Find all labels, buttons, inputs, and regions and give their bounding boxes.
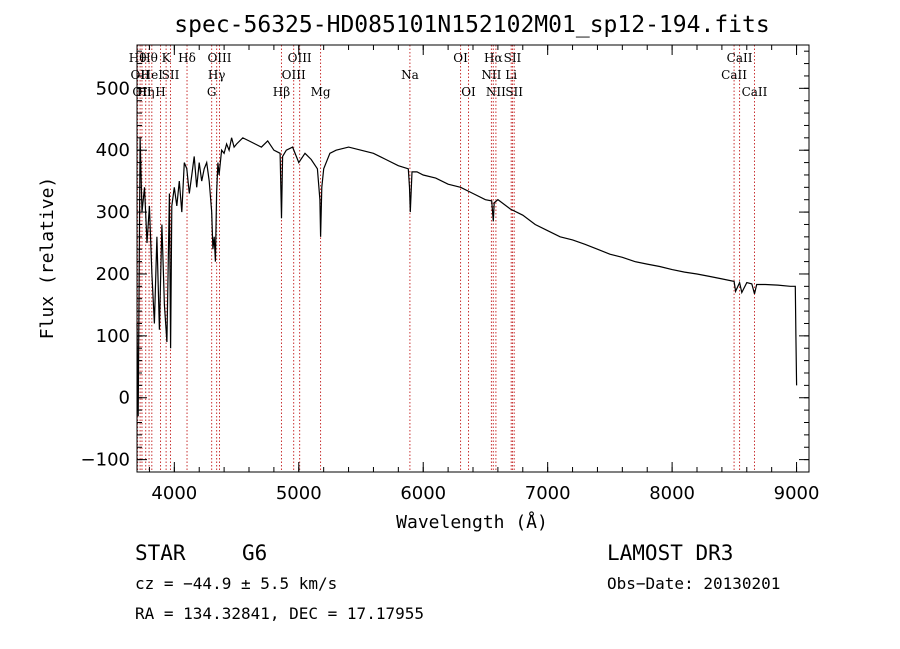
spectral-line-label: Hα — [484, 51, 503, 65]
spectral-line-label: Hη — [137, 85, 155, 99]
spectral-line-label: NII — [486, 85, 506, 99]
y-tick-label: −100 — [81, 450, 130, 471]
y-tick-labels: −100 0 100 200 300 400 500 — [81, 78, 130, 470]
y-tick-label: 300 — [96, 202, 130, 223]
spectral-line-label: CaII — [727, 51, 753, 65]
spectral-line-label: OIII — [207, 51, 231, 65]
axes-frame — [136, 44, 810, 473]
y-tick-label: 0 — [119, 388, 130, 409]
spectrum-series — [136, 137, 798, 417]
chart-title: spec-56325-HD085101N152102M01_sp12-194.f… — [174, 12, 769, 38]
spectral-line-label: CaII — [721, 68, 747, 82]
spectral-line-label: SII — [505, 85, 523, 99]
spectral-line-label: HeI — [141, 68, 164, 82]
spectral-line-label: Mg — [311, 85, 331, 99]
spectral-line-label: SII — [504, 51, 522, 65]
spectral-line-label: Hβ — [273, 85, 290, 99]
x-tick-label: 6000 — [400, 483, 446, 504]
spectral-line-label: Hθ — [129, 51, 147, 65]
x-tick-label: 8000 — [649, 483, 695, 504]
spectrum-line — [136, 137, 798, 417]
redshift-readout: cz = −44.9 ± 5.5 km/s — [135, 574, 338, 593]
spectral-line-label: SII — [162, 68, 180, 82]
y-axis-title: Flux (relative) — [37, 177, 58, 340]
spectral-line-label: OIII — [282, 68, 306, 82]
y-tick-label: 100 — [96, 326, 130, 347]
spectral-line-label: OII — [130, 68, 150, 82]
spectral-subclass: G6 — [242, 541, 268, 565]
coordinates: RA = 134.32841, DEC = 17.17955 — [135, 604, 424, 623]
spectral-line-label: Na — [401, 68, 419, 82]
x-tick-label: 4000 — [151, 483, 197, 504]
y-tick-label: 400 — [96, 140, 130, 161]
spectral-line-labels: HθOIIOIIHηHθHeIHKSIIHδGHγOIIIHβOIIIOIIIM… — [129, 51, 768, 99]
x-tick-label: 7000 — [525, 483, 571, 504]
spectral-line-label: H — [155, 85, 165, 99]
x-axis-title: Wavelength (Å) — [396, 511, 548, 533]
spectral-line-label: Li — [505, 68, 517, 82]
x-tick-label: 9000 — [774, 483, 820, 504]
spectral-line-label: OIII — [288, 51, 312, 65]
x-tick-labels: 4000 5000 6000 7000 8000 9000 — [151, 483, 819, 504]
spectral-line-label: CaII — [742, 85, 768, 99]
spectral-line-label: G — [207, 85, 217, 99]
object-type: STAR — [135, 541, 186, 565]
spectral-line-markers — [137, 45, 755, 472]
spectral-line-label: OI — [461, 85, 476, 99]
survey-name: LAMOST DR3 — [607, 541, 734, 565]
y-tick-label: 500 — [96, 78, 130, 99]
spectral-line-label: Hδ — [178, 51, 196, 65]
y-tick-label: 200 — [96, 264, 130, 285]
spectral-line-label: OI — [453, 51, 468, 65]
spectral-line-label: Hθ — [140, 51, 158, 65]
spectral-line-label: Hγ — [208, 68, 226, 82]
observation-date: Obs−Date: 20130201 — [607, 574, 781, 593]
tick-marks — [137, 45, 809, 473]
x-tick-label: 5000 — [276, 483, 322, 504]
plot-frame — [136, 44, 810, 473]
spectral-line-label: NII — [481, 68, 501, 82]
spectral-line-label: K — [162, 51, 172, 65]
